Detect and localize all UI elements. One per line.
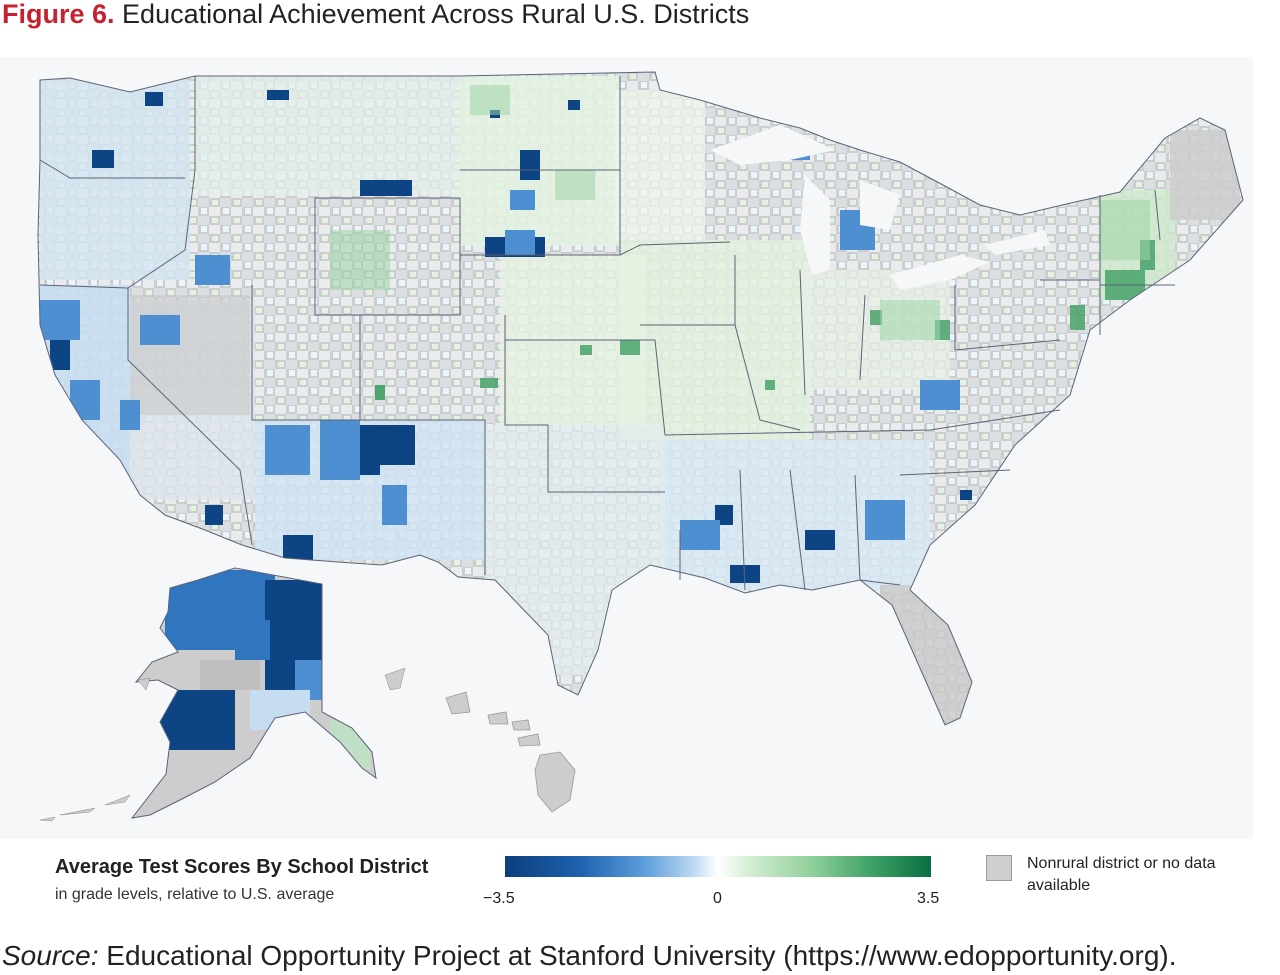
source-note: Source: Educational Opportunity Project … xyxy=(2,940,1177,972)
alaska xyxy=(39,567,406,822)
map-panel xyxy=(0,57,1253,839)
figure-title: Figure 6. Educational Achievement Across… xyxy=(2,0,749,30)
light-green-areas xyxy=(330,85,1150,340)
legend-title: Average Test Scores By School District xyxy=(55,856,429,878)
source-text: Educational Opportunity Project at Stanf… xyxy=(106,940,1177,971)
nodata-label: Nonrural district or no data available xyxy=(1027,855,1216,894)
figure-number: Figure 6. xyxy=(2,0,115,29)
great-lakes xyxy=(710,125,1050,290)
legend-tick-max: 3.5 xyxy=(917,890,940,907)
nodata-swatch xyxy=(986,855,1012,881)
legend-tick-min: −3.5 xyxy=(483,890,515,907)
legend-color-scale xyxy=(505,856,931,877)
legend-tick-mid: 0 xyxy=(713,890,722,907)
figure-title-text: Educational Achievement Across Rural U.S… xyxy=(122,0,750,29)
hawaii xyxy=(445,691,576,813)
source-label: Source: xyxy=(2,940,99,971)
us-choropleth-map xyxy=(37,71,1244,822)
state-boundaries xyxy=(37,71,1244,726)
mid-low-clusters xyxy=(40,140,960,550)
legend-subtitle: in grade levels, relative to U.S. averag… xyxy=(55,886,335,903)
